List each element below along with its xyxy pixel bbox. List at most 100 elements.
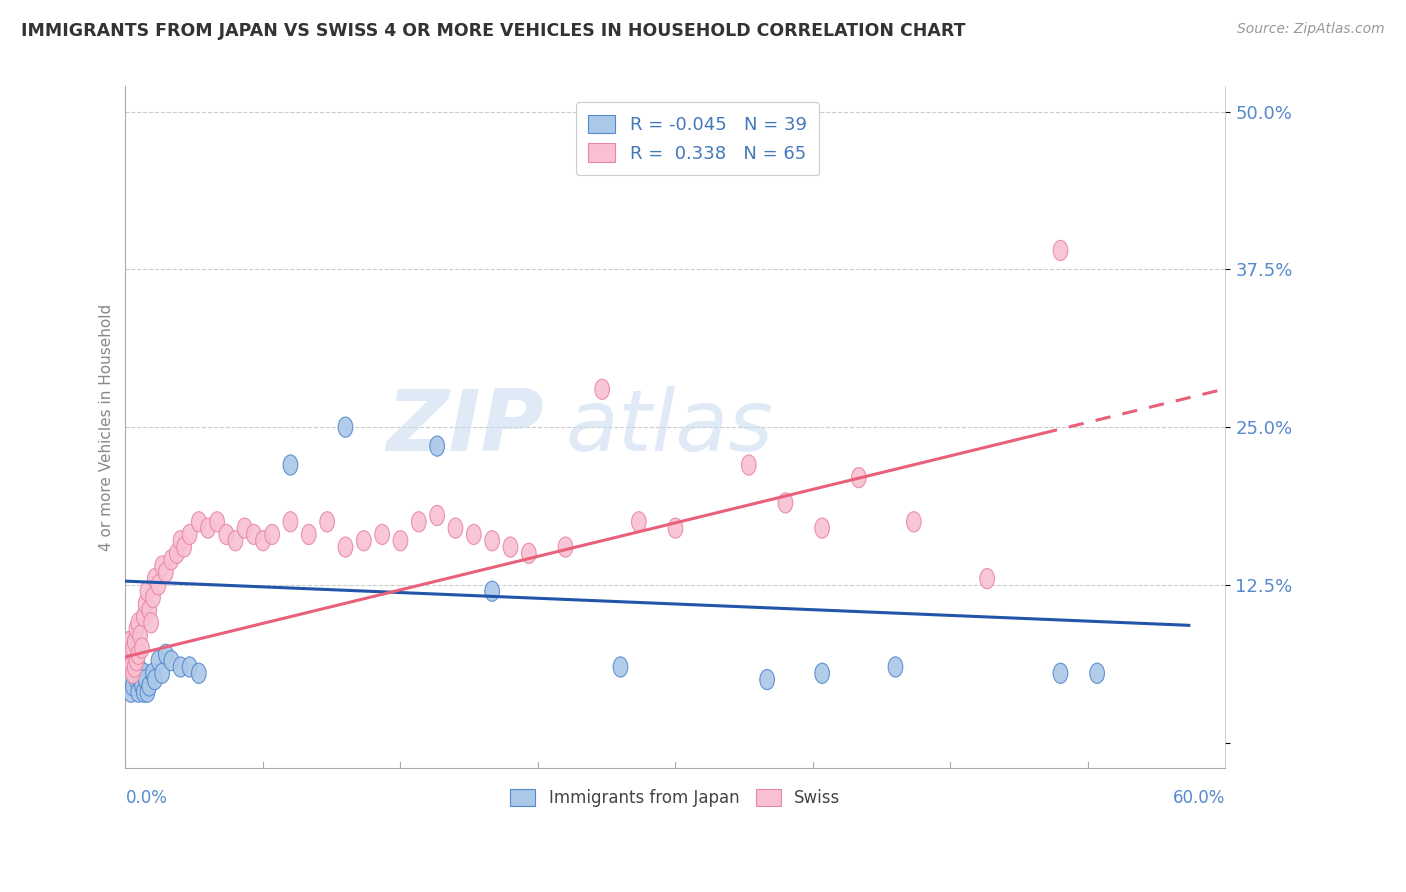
Ellipse shape [148,568,162,589]
Ellipse shape [125,638,141,658]
Ellipse shape [357,531,371,551]
Ellipse shape [201,518,215,538]
Ellipse shape [155,556,170,576]
Ellipse shape [301,524,316,544]
Ellipse shape [124,657,138,677]
Ellipse shape [135,676,149,696]
Ellipse shape [852,467,866,488]
Ellipse shape [159,644,173,665]
Ellipse shape [146,588,160,607]
Ellipse shape [238,518,252,538]
Ellipse shape [337,417,353,437]
Ellipse shape [125,663,141,683]
Ellipse shape [191,512,207,532]
Ellipse shape [778,492,793,513]
Ellipse shape [165,650,179,671]
Ellipse shape [125,650,141,671]
Ellipse shape [136,682,150,702]
Ellipse shape [122,670,136,690]
Ellipse shape [124,644,138,665]
Ellipse shape [129,650,143,671]
Ellipse shape [131,613,146,633]
Ellipse shape [467,524,481,544]
Ellipse shape [142,600,156,620]
Ellipse shape [177,537,191,558]
Ellipse shape [183,657,197,677]
Ellipse shape [150,574,166,595]
Ellipse shape [173,657,188,677]
Ellipse shape [889,657,903,677]
Text: 0.0%: 0.0% [125,789,167,807]
Ellipse shape [129,670,143,690]
Ellipse shape [131,657,146,677]
Ellipse shape [124,644,138,665]
Ellipse shape [141,582,155,601]
Text: Source: ZipAtlas.com: Source: ZipAtlas.com [1237,22,1385,37]
Ellipse shape [143,613,159,633]
Ellipse shape [191,663,207,683]
Ellipse shape [155,663,170,683]
Ellipse shape [1053,240,1067,260]
Ellipse shape [430,506,444,525]
Ellipse shape [131,644,146,665]
Ellipse shape [148,670,162,690]
Ellipse shape [337,537,353,558]
Ellipse shape [430,436,444,456]
Ellipse shape [485,582,499,601]
Ellipse shape [128,663,142,683]
Ellipse shape [980,568,994,589]
Ellipse shape [141,682,155,702]
Text: atlas: atlas [565,385,773,468]
Ellipse shape [132,625,148,646]
Ellipse shape [209,512,225,532]
Ellipse shape [129,638,143,658]
Ellipse shape [246,524,262,544]
Ellipse shape [319,512,335,532]
Ellipse shape [132,670,148,690]
Ellipse shape [485,531,499,551]
Ellipse shape [125,676,141,696]
Ellipse shape [122,650,136,671]
Ellipse shape [136,663,150,683]
Ellipse shape [129,619,143,640]
Ellipse shape [503,537,517,558]
Ellipse shape [131,682,146,702]
Text: 60.0%: 60.0% [1173,789,1226,807]
Legend: Immigrants from Japan, Swiss: Immigrants from Japan, Swiss [503,782,848,814]
Ellipse shape [1053,663,1067,683]
Ellipse shape [138,594,153,614]
Ellipse shape [613,657,628,677]
Ellipse shape [159,562,173,582]
Ellipse shape [136,607,150,626]
Ellipse shape [120,638,135,658]
Ellipse shape [412,512,426,532]
Ellipse shape [122,632,136,652]
Ellipse shape [124,682,138,702]
Ellipse shape [150,650,166,671]
Ellipse shape [165,549,179,570]
Ellipse shape [394,531,408,551]
Ellipse shape [173,531,188,551]
Ellipse shape [1090,663,1105,683]
Ellipse shape [907,512,921,532]
Ellipse shape [142,676,156,696]
Ellipse shape [704,152,720,172]
Ellipse shape [558,537,572,558]
Ellipse shape [122,632,136,652]
Ellipse shape [283,512,298,532]
Ellipse shape [631,512,647,532]
Ellipse shape [449,518,463,538]
Ellipse shape [759,670,775,690]
Ellipse shape [595,379,609,400]
Ellipse shape [146,663,160,683]
Ellipse shape [256,531,270,551]
Ellipse shape [815,518,830,538]
Ellipse shape [741,455,756,475]
Ellipse shape [128,632,142,652]
Ellipse shape [183,524,197,544]
Ellipse shape [668,518,683,538]
Ellipse shape [128,644,142,665]
Ellipse shape [120,657,135,677]
Ellipse shape [522,543,536,564]
Ellipse shape [228,531,243,551]
